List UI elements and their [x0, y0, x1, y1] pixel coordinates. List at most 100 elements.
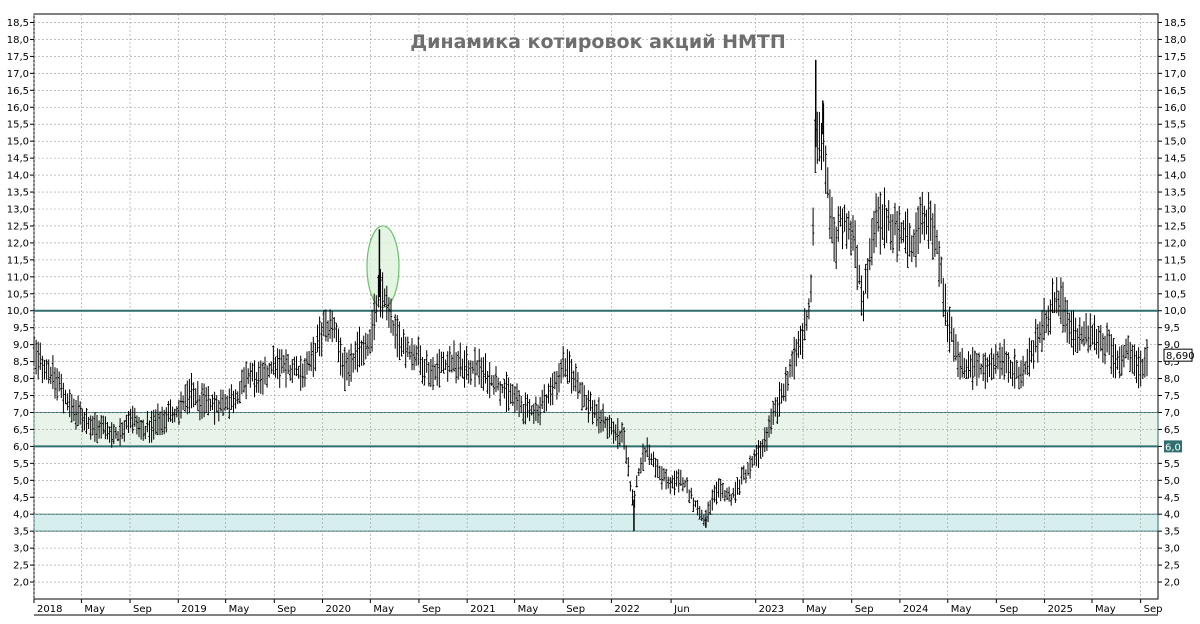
y-tick-label-left: 15,5: [7, 120, 29, 131]
y-tick-label-left: 11,5: [7, 255, 29, 266]
x-tick-label: May: [229, 604, 250, 615]
x-tick-label: 2021: [470, 604, 495, 615]
x-tick-label: Sep: [133, 604, 152, 615]
price-band: [33, 513, 1159, 532]
y-tick-label-left: 5,5: [13, 459, 29, 470]
y-tick-label-left: 15,0: [7, 137, 29, 148]
x-tick-label: May: [84, 604, 105, 615]
y-tick-label-right: 14,0: [1164, 171, 1186, 182]
y-tick-label-right: 9,0: [1164, 340, 1180, 351]
x-tick-label: Sep: [422, 604, 441, 615]
y-tick-label-left: 9,5: [13, 323, 29, 334]
y-tick-label-right: 5,0: [1164, 476, 1180, 487]
price-bars-layer: [32, 59, 1149, 532]
x-tick-label: Sep: [277, 604, 296, 615]
y-tick-label-right: 17,5: [1164, 52, 1186, 63]
y-tick-label-left: 10,5: [7, 289, 29, 300]
y-tick-label-left: 3,0: [13, 544, 29, 555]
y-tick-label-right: 17,0: [1164, 69, 1186, 80]
y-tick-label-right: 3,0: [1164, 544, 1180, 555]
y-tick-label-right: 9,5: [1164, 323, 1180, 334]
x-tick-label: May: [951, 604, 972, 615]
y-tick-label-right: 7,0: [1164, 408, 1180, 419]
y-tick-label-right: 10,5: [1164, 289, 1186, 300]
y-tick-label-left: 13,5: [7, 188, 29, 199]
y-tick-label-right: 8,5: [1164, 357, 1180, 368]
y-tick-label-left: 12,0: [7, 238, 29, 249]
y-tick-label-left: 12,5: [7, 221, 29, 232]
y-tick-label-right: 16,5: [1164, 86, 1186, 97]
y-tick-label-right: 4,0: [1164, 510, 1180, 521]
x-tick-label: May: [373, 604, 394, 615]
last-price-label: 8,690: [1166, 351, 1195, 362]
x-tick-label: Sep: [1144, 604, 1163, 615]
y-tick-label-right: 15,5: [1164, 120, 1186, 131]
y-axis: 2,0 2,0 2,5 2,5 3,0 3,0 3,5 3,5 4,0 4,0 4,5 4,5 5,0 5…: [7, 18, 1187, 589]
y-tick-label-right: 2,0: [1164, 578, 1180, 589]
x-tick-label: May: [1095, 604, 1116, 615]
y-tick-label-right: 18,5: [1164, 18, 1186, 29]
y-tick-label-right: 8,0: [1164, 374, 1180, 385]
x-tick-label: 2025: [1048, 604, 1073, 615]
y-tick-label-left: 10,0: [7, 306, 29, 317]
y-tick-label-right: 13,0: [1164, 205, 1186, 216]
y-tick-label-left: 4,0: [13, 510, 29, 521]
y-tick-label-right: 12,0: [1164, 238, 1186, 249]
y-tick-label-left: 14,5: [7, 154, 29, 165]
y-tick-label-left: 3,5: [13, 527, 29, 538]
y-tick-label-left: 9,0: [13, 340, 29, 351]
y-tick-label-right: 5,5: [1164, 459, 1180, 470]
x-tick-label: 2020: [326, 604, 351, 615]
level-label: 6,0: [1165, 442, 1181, 453]
y-tick-label-left: 5,0: [13, 476, 29, 487]
support-lines-layer: [34, 309, 1158, 448]
y-tick-label-left: 11,0: [7, 272, 29, 283]
x-tick-label: Sep: [566, 604, 585, 615]
y-tick-label-right: 3,5: [1164, 527, 1180, 538]
x-tick-label: May: [518, 604, 539, 615]
y-tick-label-left: 7,5: [13, 391, 29, 402]
y-tick-label-left: 13,0: [7, 205, 29, 216]
y-tick-label-left: 17,5: [7, 52, 29, 63]
y-tick-label-left: 17,0: [7, 69, 29, 80]
y-tick-label-left: 2,5: [13, 561, 29, 572]
chart-title: Динамика котировок акций НМТП: [410, 31, 786, 53]
y-tick-label-left: 16,5: [7, 86, 29, 97]
x-axis: 2018 May Sep 2019 May Sep 2020 May Sep 2021 May Sep…: [33, 599, 1163, 616]
y-tick-label-left: 6,0: [13, 442, 29, 453]
y-tick-label-right: 10,0: [1164, 306, 1186, 317]
x-tick-label: 2024: [903, 604, 928, 615]
y-tick-label-right: 11,5: [1164, 255, 1186, 266]
y-tick-label-right: 16,0: [1164, 103, 1186, 114]
y-tick-label-left: 4,5: [13, 493, 29, 504]
y-tick-label-right: 4,5: [1164, 493, 1180, 504]
y-tick-label-right: 14,5: [1164, 154, 1186, 165]
x-tick-label: 2018: [37, 604, 62, 615]
y-tick-label-right: 2,5: [1164, 561, 1180, 572]
y-tick-label-right: 12,5: [1164, 221, 1186, 232]
price-labels-layer: 8,690 6,0: [1163, 348, 1195, 453]
y-tick-label-right: 6,5: [1164, 425, 1180, 436]
y-tick-label-left: 18,0: [7, 35, 29, 46]
y-tick-label-left: 18,5: [7, 18, 29, 29]
y-tick-label-right: 18,0: [1164, 35, 1186, 46]
x-tick-label: Jun: [673, 604, 690, 615]
y-tick-label-left: 16,0: [7, 103, 29, 114]
y-tick-label-left: 8,5: [13, 357, 29, 368]
x-tick-label: 2023: [759, 604, 784, 615]
y-tick-label-left: 14,0: [7, 171, 29, 182]
y-tick-label-left: 2,0: [13, 578, 29, 589]
x-tick-label: May: [806, 604, 827, 615]
x-tick-label: Sep: [999, 604, 1018, 615]
y-tick-label-right: 13,5: [1164, 188, 1186, 199]
y-tick-label-left: 7,0: [13, 408, 29, 419]
y-tick-label-right: 7,5: [1164, 391, 1180, 402]
level-label-box: [1164, 440, 1182, 453]
y-tick-label-left: 8,0: [13, 374, 29, 385]
x-tick-label: 2022: [614, 604, 639, 615]
y-tick-label-left: 6,5: [13, 425, 29, 436]
y-tick-label-right: 15,0: [1164, 137, 1186, 148]
y-tick-label-right: 11,0: [1164, 272, 1186, 283]
